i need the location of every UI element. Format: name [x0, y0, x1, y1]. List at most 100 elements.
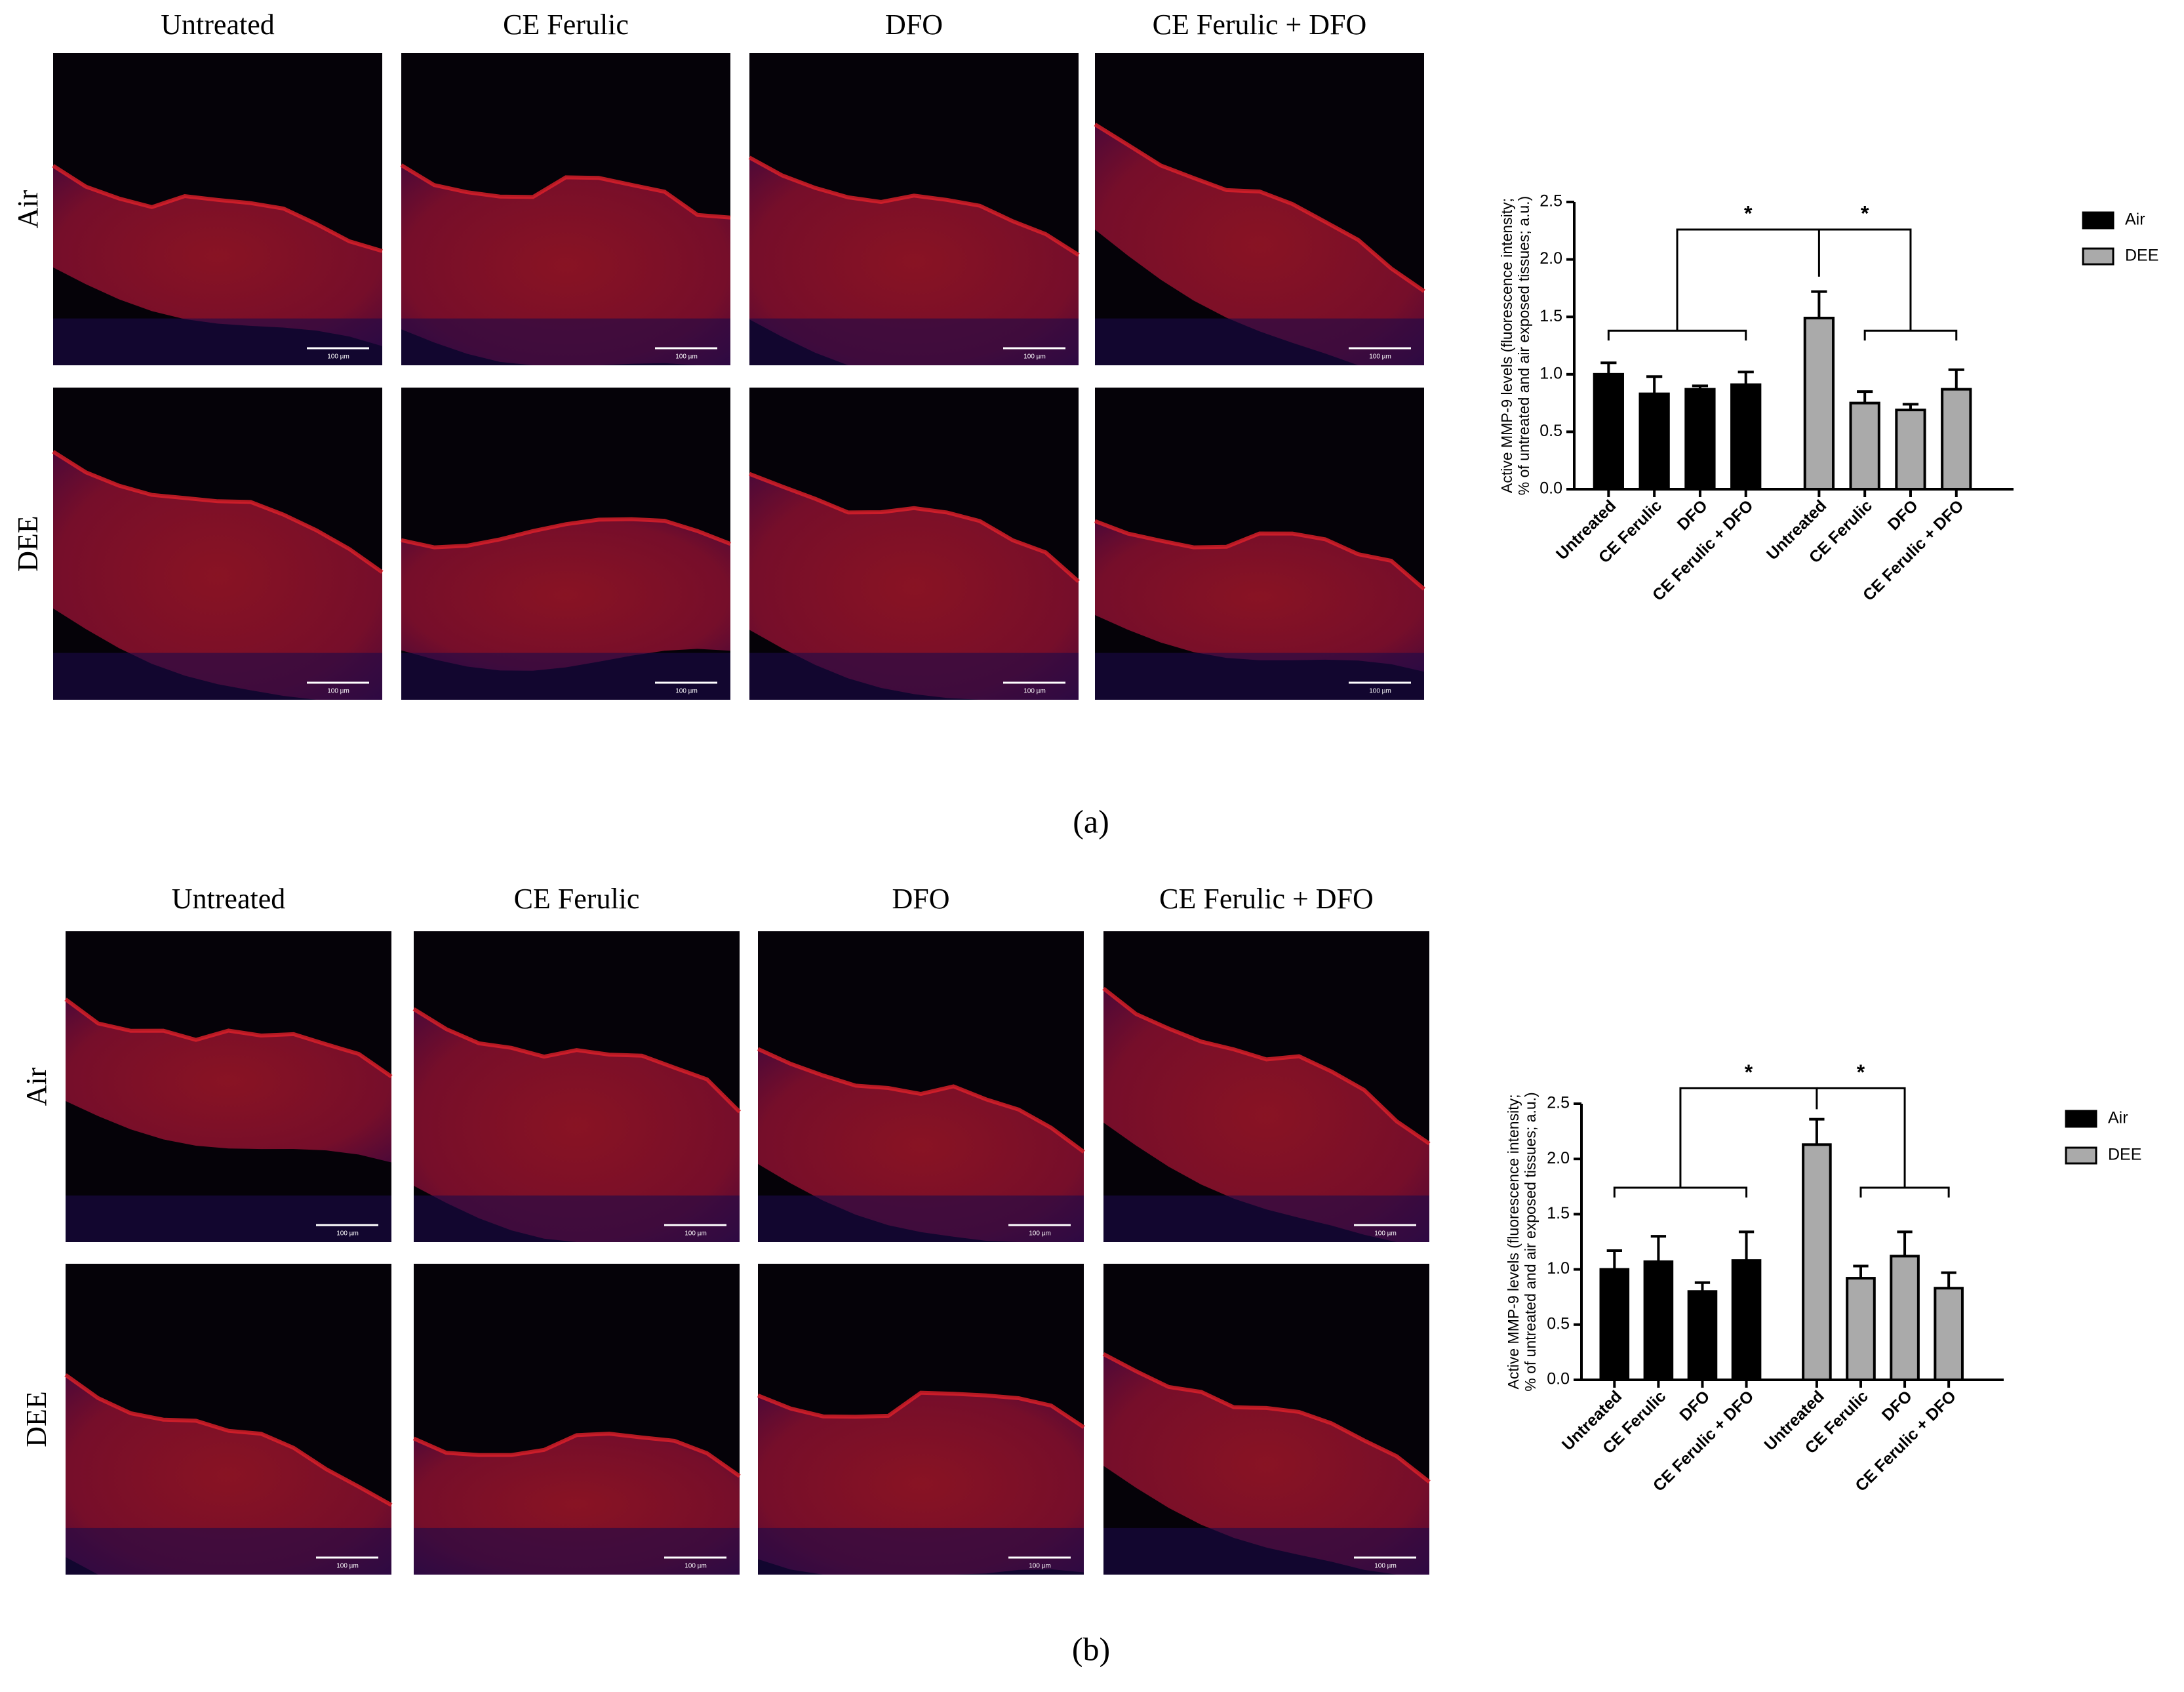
tissue-edge [1094, 519, 1425, 591]
scale-bar-label: 100 µm [1374, 1563, 1397, 1570]
tissue [1095, 521, 1424, 672]
micrograph: 100 µm [757, 931, 1085, 1242]
bar [1895, 409, 1926, 491]
y-tick-label: 0.5 [1539, 422, 1562, 440]
bar [1599, 1268, 1630, 1381]
micrograph: 100 µm [412, 931, 742, 1242]
significance: * [1857, 1060, 1865, 1084]
y-axis-label: % of untreated and air exposed tissues; … [1522, 1092, 1539, 1391]
dermis [758, 1195, 1084, 1242]
row-label: DEE [12, 515, 44, 572]
tissue [53, 165, 382, 346]
x-tick-label: DFO [1878, 1387, 1916, 1424]
tissue-edge [401, 517, 732, 550]
scale-bar-label: 100 µm [1369, 688, 1391, 695]
tissue [66, 1375, 391, 1575]
x-tick-label: DFO [1674, 496, 1711, 534]
legend-label: DEE [2108, 1146, 2141, 1164]
panel-label: (b) [1072, 1630, 1110, 1667]
scale-bar-label: 100 µm [1369, 353, 1391, 361]
y-tick-label: 2.5 [1539, 192, 1562, 211]
tissue-edge [748, 155, 1080, 257]
bar [1687, 1290, 1718, 1382]
legend-label: Air [2108, 1109, 2128, 1127]
y-tick-label: 1.5 [1547, 1204, 1570, 1222]
bracket [1859, 1186, 1950, 1198]
y-tick-label: 2.5 [1547, 1094, 1570, 1112]
tissue [1103, 988, 1429, 1242]
micrograph: 100 µm [64, 931, 393, 1242]
micrograph: 100 µm [1102, 1264, 1431, 1575]
dermis [1095, 318, 1424, 365]
bar [1684, 388, 1716, 491]
bar [1934, 1287, 1964, 1382]
micrograph: 100 µm [401, 388, 732, 700]
column-label: CE Ferulic + DFO [1159, 883, 1374, 915]
bar [1941, 388, 1972, 491]
scale-bar-label: 100 µm [675, 353, 698, 361]
row-label: Air [20, 1067, 52, 1106]
dermis [414, 1527, 740, 1575]
y-tick-label: 0.5 [1547, 1314, 1570, 1333]
tissue [758, 1049, 1084, 1242]
bar [1849, 401, 1880, 491]
scale-bar-label: 100 µm [1029, 1230, 1051, 1238]
bracket [1607, 329, 1747, 341]
tissue-edge [64, 997, 393, 1079]
tissue [1103, 1354, 1429, 1575]
bracket [1676, 228, 1820, 331]
micrograph: 100 µm [748, 53, 1080, 365]
tissue-edge [1102, 986, 1431, 1146]
dermis [53, 653, 382, 700]
bracket [1679, 1087, 1818, 1188]
scale-bar-label: 100 µm [675, 688, 698, 695]
bar [1846, 1277, 1876, 1382]
dermis [749, 318, 1079, 365]
scale-bar-label: 100 µm [685, 1230, 707, 1238]
column-label: CE Ferulic [514, 883, 640, 915]
bracket [1863, 329, 1958, 341]
tissue-edge [400, 163, 731, 220]
column-label: DFO [885, 9, 943, 41]
bar [1643, 1260, 1674, 1382]
scale-bar-label: 100 µm [327, 688, 349, 695]
legend-swatch [2065, 1110, 2097, 1128]
tissue [401, 165, 730, 366]
column-label: DFO [892, 883, 949, 915]
dermis [66, 1195, 391, 1242]
tissue-edge [64, 1373, 393, 1507]
column-label: CE Ferulic + DFO [1153, 9, 1367, 41]
micrograph: 100 µm [1094, 53, 1425, 365]
micrograph: 100 µm [757, 1264, 1085, 1575]
dermis [758, 1527, 1084, 1575]
micrograph: 100 µm [1102, 931, 1431, 1242]
scale-bar-label: 100 µm [336, 1230, 359, 1238]
legend-swatch [2065, 1146, 2097, 1165]
y-tick-label: 0.0 [1547, 1370, 1570, 1388]
scale-bar-label: 100 µm [1023, 353, 1046, 361]
bracket [1613, 1186, 1748, 1198]
x-tick-label: DFO [1676, 1387, 1713, 1424]
scale-bar-label: 100 µm [685, 1563, 707, 1570]
micrograph: 100 µm [1094, 388, 1425, 700]
bracket [1816, 1087, 1906, 1188]
tissue [1095, 124, 1424, 365]
dermis [414, 1195, 740, 1242]
dermis [401, 318, 730, 365]
y-tick-label: 2.0 [1539, 249, 1562, 268]
bar [1593, 373, 1624, 491]
tissue [53, 451, 382, 700]
bar [1731, 1259, 1762, 1382]
tissue-edge [412, 1007, 742, 1114]
x-tick-label: DFO [1884, 496, 1922, 534]
legend-label: Air [2125, 211, 2145, 229]
scale-bar-label: 100 µm [1374, 1230, 1397, 1238]
tissue-edge [757, 1047, 1085, 1154]
dermis [66, 1527, 391, 1575]
bracket [1819, 228, 1912, 331]
micrograph: 100 µm [748, 388, 1080, 700]
dermis [1103, 1527, 1429, 1575]
legend-swatch [2082, 211, 2115, 230]
y-tick-label: 1.0 [1539, 364, 1562, 382]
